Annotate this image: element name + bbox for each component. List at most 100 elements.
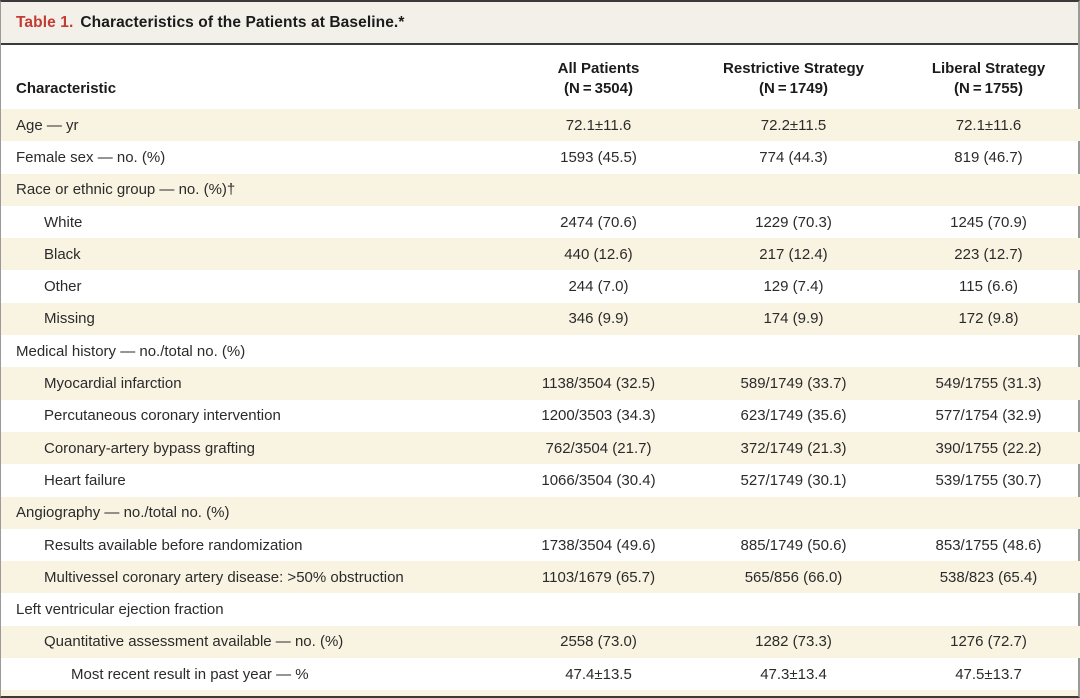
row-value: [506, 497, 691, 529]
row-value: 129 (7.4): [763, 278, 824, 296]
row-value: [691, 497, 896, 529]
row-value: [896, 593, 1080, 625]
table-number-label: Table 1.: [16, 13, 74, 31]
row-label: Coronary-artery bypass grafting: [44, 439, 255, 457]
row-value: 2474 (70.6): [560, 213, 637, 231]
row-value: [506, 335, 691, 367]
row-label: Myocardial infarction: [44, 375, 182, 393]
next-row-partial: [1, 690, 1078, 696]
row-label: Missing: [44, 310, 95, 328]
row-value: 1066/3504 (30.4): [541, 471, 656, 489]
row-value: 762/3504 (21.7): [545, 439, 652, 457]
row-value: 1276 (72.7): [950, 633, 1027, 651]
row-value: 1103/1679 (65.7): [541, 568, 656, 586]
table-row: Percutaneous coronary intervention 1200/3…: [1, 400, 1080, 432]
row-value: 72.1±11.6: [565, 116, 632, 134]
row-value: [896, 174, 1080, 206]
row-value: 565/856 (66.0): [744, 568, 843, 586]
row-value: 623/1749 (35.6): [740, 407, 847, 425]
column-header-label: Restrictive Strategy: [723, 60, 864, 77]
row-value: 390/1755 (22.2): [935, 439, 1042, 457]
row-value: 1593 (45.5): [560, 148, 637, 166]
row-value: 47.5±13.7: [955, 665, 1022, 683]
table-title-text: Characteristics of the Patients at Basel…: [80, 13, 405, 31]
row-value: 72.2±11.5: [760, 116, 827, 134]
row-label: Other: [44, 278, 82, 296]
row-value: 372/1749 (21.3): [740, 439, 847, 457]
row-value: [506, 174, 691, 206]
row-value: 527/1749 (30.1): [740, 471, 847, 489]
row-value: 1200/3503 (34.3): [541, 407, 656, 425]
table-row: Coronary-artery bypass grafting 762/3504 …: [1, 431, 1080, 465]
table-row: Black 440 (12.6) 217 (12.4) 223 (12.7): [1, 238, 1080, 271]
row-value: 1738/3504 (49.6): [541, 536, 656, 554]
row-value: 853/1755 (48.6): [935, 536, 1042, 554]
row-label: Female sex — no. (%): [16, 148, 166, 166]
row-value: 577/1754 (32.9): [935, 407, 1042, 425]
row-value: 47.4±13.5: [565, 665, 632, 683]
table-row: Race or ethnic group — no. (%)†: [1, 173, 1080, 206]
row-value: 885/1749 (50.6): [740, 536, 847, 554]
table-row: Missing 346 (9.9) 174 (9.9) 172 (9.8): [1, 302, 1080, 336]
column-header-all-patients: All Patients (N = 3504): [506, 45, 691, 109]
row-value: 1138/3504 (32.5): [541, 375, 656, 393]
row-value: 1245 (70.9): [950, 213, 1027, 231]
table-row: Medical history — no./total no. (%): [1, 335, 1080, 367]
table-row: White 2474 (70.6) 1229 (70.3) 1245 (70.9): [1, 206, 1080, 238]
table-row: Myocardial infarction 1138/3504 (32.5) 589…: [1, 367, 1080, 400]
table-row: Left ventricular ejection fraction: [1, 593, 1080, 625]
row-value: 1229 (70.3): [755, 213, 832, 231]
row-label: Left ventricular ejection fraction: [16, 601, 224, 619]
row-value: [896, 497, 1080, 529]
column-header-n: (N = 3504): [564, 79, 633, 97]
table-title-bar: Table 1. Characteristics of the Patients…: [1, 2, 1078, 45]
row-label: White: [44, 213, 83, 231]
table-row: Female sex — no. (%) 1593 (45.5) 774 (44.3…: [1, 141, 1080, 173]
row-value: 346 (9.9): [568, 310, 629, 328]
table-header: Characteristic All Patients (N = 3504) R…: [1, 45, 1080, 109]
table-row: Age — yr 72.1±11.6 72.2±11.5 72.1±11.6: [1, 109, 1080, 142]
row-value: [691, 174, 896, 206]
column-header-restrictive-strategy: Restrictive Strategy (N = 1749): [691, 45, 896, 109]
column-header-n: (N = 1755): [954, 79, 1023, 97]
row-value: 549/1755 (31.3): [935, 375, 1042, 393]
row-value: 539/1755 (30.7): [935, 471, 1042, 489]
row-label: Most recent result in past year — %: [71, 665, 309, 683]
row-value: 589/1749 (33.7): [740, 375, 847, 393]
row-value: 217 (12.4): [759, 245, 828, 263]
table-row: Other 244 (7.0) 129 (7.4) 115 (6.6): [1, 270, 1080, 302]
row-value: 2558 (73.0): [560, 633, 637, 651]
row-value: [691, 335, 896, 367]
row-label: Multivessel coronary artery disease: >50…: [44, 568, 404, 586]
row-value: 115 (6.6): [959, 278, 1018, 296]
row-value: 440 (12.6): [564, 245, 633, 263]
row-value: 47.3±13.4: [760, 665, 827, 683]
row-value: 172 (9.8): [958, 310, 1019, 328]
column-header-liberal-strategy: Liberal Strategy (N = 1755): [896, 45, 1080, 109]
row-value: [691, 593, 896, 625]
row-value: 538/823 (65.4): [939, 568, 1038, 586]
column-header-characteristic: Characteristic: [16, 79, 117, 97]
column-header-label: All Patients: [557, 60, 640, 77]
table-body: Age — yr 72.1±11.6 72.2±11.5 72.1±11.6 Femal…: [1, 109, 1080, 690]
row-label: Angiography — no./total no. (%): [16, 504, 230, 522]
row-value: 774 (44.3): [759, 148, 828, 166]
row-label: Results available before randomization: [44, 536, 303, 554]
row-value: 244 (7.0): [568, 278, 629, 296]
row-value: 819 (46.7): [954, 148, 1023, 166]
table-row: Results available before randomization 17…: [1, 529, 1080, 561]
row-label: Black: [44, 245, 81, 263]
column-header-label: Liberal Strategy: [931, 60, 1046, 77]
table-row: Most recent result in past year — % 47.4±…: [1, 658, 1080, 690]
table-row: Multivessel coronary artery disease: >50…: [1, 561, 1080, 594]
row-value: [896, 335, 1080, 367]
header-row: Characteristic All Patients (N = 3504) R…: [1, 45, 1080, 109]
row-label: Race or ethnic group — no. (%)†: [16, 181, 236, 199]
row-label: Medical history — no./total no. (%): [16, 342, 246, 360]
table-row: Quantitative assessment available — no. …: [1, 625, 1080, 659]
row-value: 72.1±11.6: [955, 116, 1022, 134]
column-header-n: (N = 1749): [759, 79, 828, 97]
row-label: Percutaneous coronary intervention: [44, 407, 281, 425]
row-label: Age — yr: [16, 116, 79, 134]
